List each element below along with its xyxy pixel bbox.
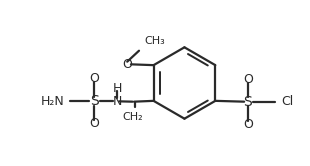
Text: H: H (112, 82, 122, 95)
Text: O: O (243, 118, 253, 131)
Text: N: N (112, 94, 122, 108)
Text: Cl: Cl (281, 95, 293, 108)
Text: O: O (122, 58, 132, 71)
Text: S: S (90, 94, 99, 108)
Text: O: O (89, 72, 99, 85)
Text: O: O (89, 117, 99, 130)
Text: S: S (243, 95, 252, 109)
Text: CH₂: CH₂ (123, 112, 143, 122)
Text: O: O (243, 73, 253, 86)
Text: H₂N: H₂N (41, 95, 64, 108)
Text: CH₃: CH₃ (144, 36, 165, 46)
